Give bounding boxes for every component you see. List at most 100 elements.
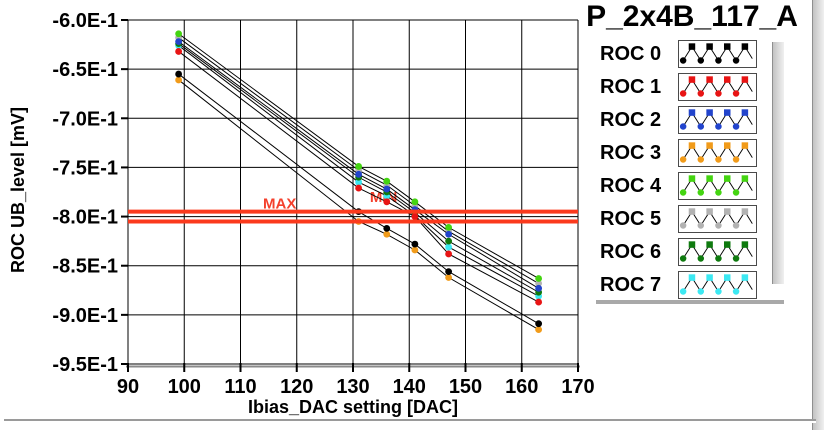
data-point-roc-3 xyxy=(175,76,183,84)
series-line-roc-5 xyxy=(178,37,539,284)
x-tick-label: 130 xyxy=(336,376,369,398)
y-tick-label: -6.0E-1 xyxy=(52,10,118,32)
data-point-roc-1 xyxy=(445,250,453,258)
legend-sample-swatch[interactable] xyxy=(678,40,757,68)
legend-sample-swatch[interactable] xyxy=(678,271,757,299)
legend-item-roc-7[interactable]: ROC 7 xyxy=(600,271,772,299)
legend-sample-valley-marker xyxy=(715,90,722,97)
legend-sample-valley-marker xyxy=(732,255,740,262)
legend-sample-valley-marker xyxy=(679,90,687,97)
ref-label-min: MIN xyxy=(370,189,398,206)
legend-sample-peak-marker xyxy=(706,175,713,182)
y-tick-label: -8.5E-1 xyxy=(52,256,118,278)
legend-sample-swatch[interactable] xyxy=(678,205,757,233)
legend-sample-valley-marker xyxy=(697,222,705,229)
legend-item-roc-2[interactable]: ROC 2 xyxy=(600,106,772,134)
legend-scrollbar[interactable] xyxy=(772,42,784,284)
x-tick-label: 150 xyxy=(449,376,482,398)
legend-sample-peak-marker xyxy=(741,109,749,116)
legend-sample-swatch[interactable] xyxy=(678,139,757,167)
x-axis-title: Ibias_DAC setting [DAC] xyxy=(247,397,458,417)
y-axis-title: ROC UB_level [mV] xyxy=(8,106,28,274)
legend-sample-valley-marker xyxy=(732,288,740,295)
legend-sample-peak-marker xyxy=(741,76,749,83)
legend-sample-peak-marker xyxy=(688,142,696,149)
legend-item-roc-4[interactable]: ROC 4 xyxy=(600,172,772,200)
legend-sample-peak-marker xyxy=(688,241,696,248)
legend-sample-peak-marker xyxy=(724,76,731,83)
series-roc-1 xyxy=(175,48,543,306)
panel-right-border xyxy=(812,0,824,430)
legend-sample-peak-marker xyxy=(724,274,731,281)
legend-sample-swatch[interactable] xyxy=(678,73,757,101)
legend-sample-valley-marker xyxy=(715,222,722,229)
legend-sample-valley-marker xyxy=(732,123,740,130)
data-point-roc-1 xyxy=(175,48,183,55)
data-point-roc-1 xyxy=(535,298,543,306)
legend-sample-peak-marker xyxy=(724,241,731,248)
data-point-roc-3 xyxy=(411,246,419,254)
legend-sample-peak-marker xyxy=(688,274,696,281)
series-line-roc-1 xyxy=(178,51,539,303)
data-point-roc-4 xyxy=(535,275,543,282)
x-tick-label: 110 xyxy=(224,376,256,398)
legend-sample-peak-marker xyxy=(741,208,749,215)
data-point-roc-0 xyxy=(383,224,391,232)
x-tick-label: 160 xyxy=(505,376,538,398)
data-point-roc-2 xyxy=(445,230,453,238)
legend-sample-peak-marker xyxy=(724,43,731,50)
legend-sample-peak-marker xyxy=(724,109,731,116)
legend-sample-peak-marker xyxy=(741,43,749,50)
data-point-roc-0 xyxy=(445,268,453,276)
legend-sample-peak-marker xyxy=(688,208,696,215)
legend-sample-peak-marker xyxy=(741,142,749,149)
legend-sample-valley-marker xyxy=(679,288,687,295)
legend-sample-valley-marker xyxy=(715,288,722,295)
data-point-roc-4 xyxy=(383,177,391,185)
legend-sample-swatch[interactable] xyxy=(678,172,757,200)
data-point-roc-2 xyxy=(355,170,363,178)
legend-label: ROC 6 xyxy=(600,240,662,263)
legend-item-roc-3[interactable]: ROC 3 xyxy=(600,139,772,167)
legend-sample-valley-marker xyxy=(732,57,740,64)
data-point-roc-7 xyxy=(355,178,363,186)
legend-sample-valley-marker xyxy=(697,123,705,130)
legend-sample-peak-marker xyxy=(706,142,713,149)
legend-label: ROC 3 xyxy=(600,141,662,164)
legend-sample-valley-marker xyxy=(679,255,687,262)
y-tick-label: -7.5E-1 xyxy=(52,157,118,179)
legend-sample-valley-marker xyxy=(715,156,722,163)
legend-sample-swatch[interactable] xyxy=(678,238,757,266)
series-line-roc-7 xyxy=(178,45,539,297)
series-line-roc-6 xyxy=(178,43,539,293)
legend-label: ROC 5 xyxy=(600,207,662,230)
series-line-roc-2 xyxy=(178,41,539,289)
ref-label-max: MAX xyxy=(263,196,296,213)
legend-sample-peak-marker xyxy=(706,274,713,281)
ref-label-layer: MAX MIN xyxy=(263,189,397,213)
series-roc-2 xyxy=(175,38,543,292)
legend-label: ROC 1 xyxy=(600,75,662,98)
legend-sample-peak-marker xyxy=(706,76,713,83)
legend-sample-peak-marker xyxy=(706,208,713,215)
legend-sample-valley-marker xyxy=(697,90,705,97)
legend-sample-valley-marker xyxy=(715,255,722,262)
x-tick-label: 120 xyxy=(280,376,313,398)
legend-label: ROC 4 xyxy=(600,174,662,197)
legend-sample-swatch[interactable] xyxy=(678,106,757,134)
legend-item-roc-1[interactable]: ROC 1 xyxy=(600,73,772,101)
legend-sample-peak-marker xyxy=(741,241,749,248)
data-point-roc-2 xyxy=(535,284,543,292)
legend-item-roc-6[interactable]: ROC 6 xyxy=(600,238,772,266)
axis-layer xyxy=(121,19,580,372)
legend-sample-peak-marker xyxy=(724,142,731,149)
x-tick-label: 140 xyxy=(393,376,426,398)
legend-sample-valley-marker xyxy=(715,189,722,196)
legend-sample-peak-marker xyxy=(688,76,696,83)
data-point-roc-6 xyxy=(445,237,453,245)
legend-item-roc-5[interactable]: ROC 5 xyxy=(600,205,772,233)
legend-sample-peak-marker xyxy=(741,175,749,182)
data-point-roc-1 xyxy=(383,198,391,206)
legend-item-roc-0[interactable]: ROC 0 xyxy=(600,40,772,68)
